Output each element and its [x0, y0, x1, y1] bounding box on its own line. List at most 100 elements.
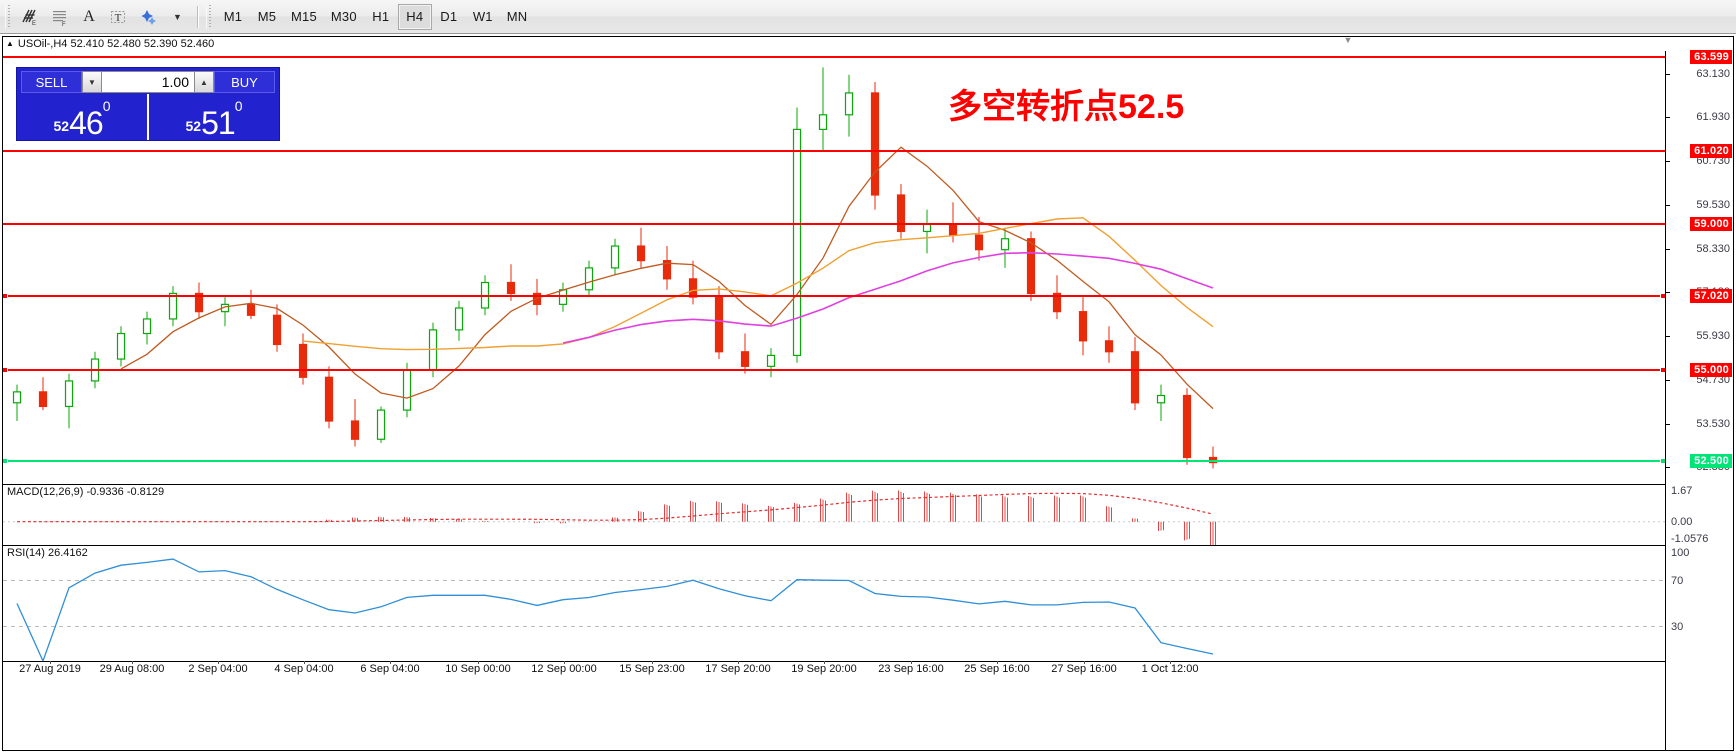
- resistance-57020-handle[interactable]: [1660, 293, 1665, 300]
- resistance-63599-line[interactable]: [3, 55, 1665, 58]
- price-tick-label: 55.930: [1696, 330, 1730, 343]
- volume-increase-button[interactable]: ▲: [194, 71, 214, 93]
- support-52500-scale-label[interactable]: 52.500: [1690, 454, 1732, 469]
- timeframe-h4[interactable]: H4: [397, 3, 432, 30]
- time-axis-label: 10 Sep 00:00: [445, 663, 511, 675]
- time-axis-label: 19 Sep 20:00: [791, 663, 857, 675]
- shapes-dropdown-caret[interactable]: ▼: [173, 11, 182, 22]
- rsi-chart: [3, 558, 1665, 661]
- timeframe-grip[interactable]: [206, 4, 213, 29]
- ask-price-fraction: 0: [234, 98, 243, 114]
- chart-annotation: 多空转折点52.5: [948, 88, 1185, 126]
- macd-scale-label: 1.67: [1671, 485, 1693, 497]
- resistance-57020-line[interactable]: [3, 293, 1665, 300]
- resistance-57020-scale-label[interactable]: 57.020: [1690, 289, 1732, 304]
- volume-stepper[interactable]: ▼ 1.00 ▲: [82, 71, 214, 93]
- collapse-triangle-icon[interactable]: ▲: [6, 39, 14, 48]
- oct-price-row: 52 46 0 52 51 0: [17, 94, 279, 140]
- shapes-tool-icon[interactable]: [133, 4, 163, 30]
- resistance-59000-scale-label[interactable]: 59.000: [1690, 217, 1732, 232]
- time-axis-tick: [478, 661, 479, 664]
- rsi-scale-label: 30: [1671, 620, 1684, 633]
- time-axis-label: 6 Sep 04:00: [360, 663, 420, 675]
- time-axis-label: 25 Sep 16:00: [964, 663, 1030, 675]
- timeframe-m1[interactable]: M1: [223, 9, 243, 24]
- scroll-hint-icon[interactable]: ▼: [1343, 37, 1353, 45]
- time-axis-tick: [218, 661, 219, 664]
- time-axis-tick: [824, 661, 825, 664]
- timeframe-h1[interactable]: H1: [372, 9, 390, 24]
- resistance-63599-scale-label[interactable]: 63.599: [1690, 49, 1732, 64]
- time-axis-tick: [997, 661, 998, 664]
- rsi-label: RSI(14) 26.4162: [7, 547, 88, 559]
- toolbar-grip[interactable]: [5, 4, 12, 29]
- price-tick-label: 53.530: [1696, 417, 1730, 430]
- volume-input[interactable]: 1.00: [102, 71, 194, 93]
- fibonacci-grid-icon[interactable]: F: [45, 4, 75, 30]
- time-axis-tick: [652, 661, 653, 664]
- timeframe-m15[interactable]: M15: [291, 9, 317, 24]
- buy-button[interactable]: BUY: [214, 71, 275, 93]
- price-tick-mark: [1666, 248, 1670, 250]
- timeframe-w1[interactable]: W1: [472, 9, 493, 24]
- time-axis-label: 27 Aug 2019: [19, 663, 81, 675]
- volume-decrease-button[interactable]: ▼: [82, 71, 102, 93]
- time-axis-label: 15 Sep 23:00: [619, 663, 685, 675]
- price-scale[interactable]: 63.13061.93060.73059.53058.33057.13055.9…: [1665, 49, 1733, 750]
- time-axis-tick: [304, 661, 305, 664]
- timeframe-m5[interactable]: M5: [257, 9, 277, 24]
- price-tick-label: 61.930: [1696, 111, 1730, 124]
- chart-window: ▲ USOil-,H4 52.410 52.480 52.390 52.460 …: [2, 36, 1734, 751]
- time-axis-label: 1 Oct 12:00: [1141, 663, 1199, 675]
- time-axis-tick: [390, 661, 391, 664]
- indicators-icon[interactable]: E: [15, 4, 45, 30]
- support-55000-line[interactable]: [3, 366, 1665, 373]
- resistance-61020-scale-label[interactable]: 61.020: [1690, 143, 1732, 158]
- price-tick-mark: [1666, 467, 1670, 469]
- support-52500-handle[interactable]: [1660, 458, 1665, 465]
- oct-top-row: SELL ▼ 1.00 ▲ BUY: [17, 68, 279, 94]
- time-axis-label: 29 Aug 08:00: [99, 663, 165, 675]
- ask-price[interactable]: 52 51 0: [147, 94, 279, 140]
- time-axis-tick: [1084, 661, 1085, 664]
- rsi-scale-label: 70: [1671, 574, 1684, 587]
- time-axis-label: 17 Sep 20:00: [705, 663, 771, 675]
- timeframe-m30[interactable]: M30: [330, 9, 357, 24]
- plot-area[interactable]: 多空转折点52.5 MACD(12,26,9) -0.9336 -0.8129 …: [3, 51, 1665, 750]
- price-tick-mark: [1666, 161, 1670, 163]
- sell-button[interactable]: SELL: [21, 71, 82, 93]
- support-55000-handle-left[interactable]: [3, 366, 8, 373]
- price-tick-label: 58.330: [1696, 242, 1730, 255]
- toolbar-separator: [197, 5, 199, 28]
- time-axis-tick: [50, 661, 51, 664]
- time-axis-rule: [3, 661, 1665, 662]
- bid-price-prefix: 52: [53, 118, 70, 134]
- macd-scale-label: -1.0576: [1671, 533, 1709, 545]
- resistance-57020-handle-left[interactable]: [3, 293, 8, 300]
- timeframe-d1[interactable]: D1: [440, 9, 458, 24]
- support-55000-handle[interactable]: [1660, 366, 1665, 373]
- support-52500-line[interactable]: [3, 458, 1665, 465]
- support-55000-scale-label[interactable]: 55.000: [1690, 362, 1732, 377]
- one-click-trading-panel[interactable]: SELL ▼ 1.00 ▲ BUY 52 46 0: [16, 67, 280, 141]
- timeframe-mn[interactable]: MN: [506, 9, 528, 24]
- chart-title: USOil-,H4 52.410 52.480 52.390 52.460: [17, 38, 215, 50]
- macd-label: MACD(12,26,9) -0.9336 -0.8129: [7, 486, 165, 498]
- price-tick-mark: [1666, 292, 1670, 294]
- resistance-61020-line[interactable]: [3, 149, 1665, 152]
- time-axis-tick: [564, 661, 565, 664]
- bid-price[interactable]: 52 46 0: [17, 94, 147, 140]
- time-axis-tick: [132, 661, 133, 664]
- price-tick-mark: [1666, 73, 1670, 75]
- timeframe-group: M1 M5 M15 M30 H1 H4 D1 W1 MN: [216, 3, 534, 30]
- candlestick-chart: [12, 67, 1218, 469]
- chart-title-bar: ▲ USOil-,H4 52.410 52.480 52.390 52.460 …: [3, 37, 1733, 51]
- support-52500-handle-left[interactable]: [3, 458, 8, 465]
- bid-price-fraction: 0: [102, 98, 111, 114]
- text-label-icon[interactable]: T: [103, 4, 133, 30]
- resistance-59000-line[interactable]: [3, 223, 1665, 226]
- price-tick-mark: [1666, 117, 1670, 119]
- rsi-pane: RSI(14) 26.4162: [3, 545, 1665, 661]
- text-tool-icon[interactable]: A: [83, 7, 95, 25]
- time-axis-tick: [1170, 661, 1171, 664]
